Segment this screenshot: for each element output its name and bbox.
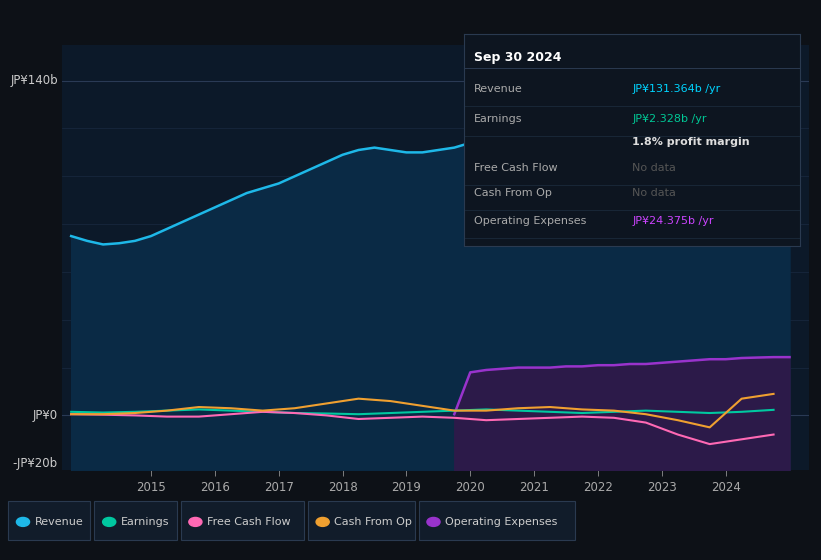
Text: JP¥0: JP¥0 — [33, 409, 57, 422]
Text: Earnings: Earnings — [121, 517, 169, 527]
Text: No data: No data — [632, 188, 676, 198]
Text: Sep 30 2024: Sep 30 2024 — [474, 50, 562, 64]
Text: No data: No data — [632, 162, 676, 172]
Text: Cash From Op: Cash From Op — [474, 188, 552, 198]
Text: Revenue: Revenue — [474, 84, 523, 94]
Text: 1.8% profit margin: 1.8% profit margin — [632, 137, 750, 147]
Text: -JP¥20b: -JP¥20b — [12, 457, 57, 470]
Text: JP¥2.328b /yr: JP¥2.328b /yr — [632, 114, 707, 124]
Text: Operating Expenses: Operating Expenses — [445, 517, 557, 527]
Text: JP¥131.364b /yr: JP¥131.364b /yr — [632, 84, 720, 94]
Text: Free Cash Flow: Free Cash Flow — [207, 517, 291, 527]
Text: Earnings: Earnings — [474, 114, 522, 124]
Text: Cash From Op: Cash From Op — [334, 517, 412, 527]
Text: JP¥140b: JP¥140b — [10, 74, 57, 87]
Text: JP¥24.375b /yr: JP¥24.375b /yr — [632, 216, 713, 226]
Text: Free Cash Flow: Free Cash Flow — [474, 162, 557, 172]
Text: Operating Expenses: Operating Expenses — [474, 216, 586, 226]
Text: Revenue: Revenue — [34, 517, 83, 527]
